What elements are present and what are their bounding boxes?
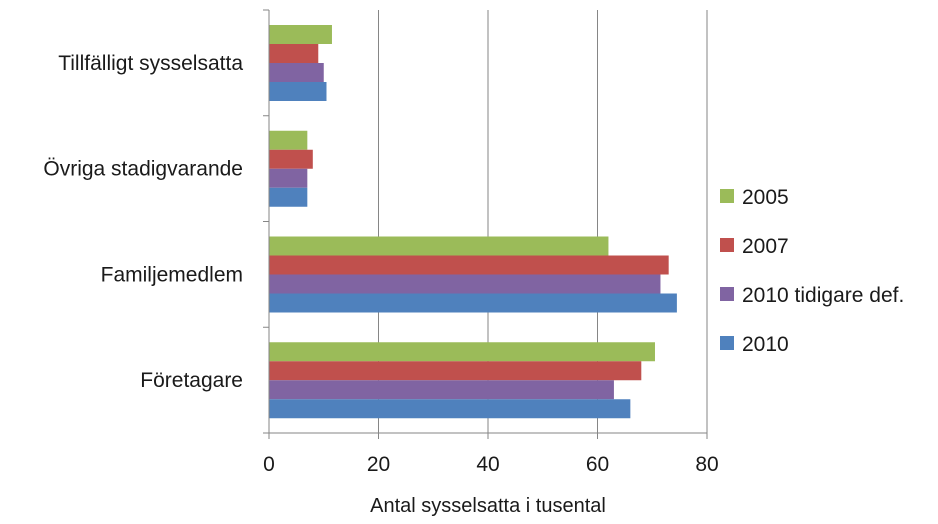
bar-2010-tidigare-def.-2 [269,274,661,294]
legend-label: 2005 [742,186,789,209]
bar-2005-3 [269,342,655,362]
x-tick-label: 60 [586,453,609,476]
bar-2007-1 [269,149,313,169]
category-label: Tillfälligt sysselsatta [58,52,243,75]
legend: 2005 2007 2010 tidigare def. 2010 [720,186,904,356]
legend-swatch [720,189,734,203]
bar-2010-2 [269,293,677,313]
category-labels: Tillfälligt sysselsatta Övriga stadigvara… [43,52,243,392]
x-axis-title: Antal sysselsatta i tusental [370,495,606,517]
x-tick-label: 80 [695,453,718,476]
x-tick-label: 0 [263,453,275,476]
bar-2010-tidigare-def.-3 [269,380,614,400]
bar-2007-2 [269,255,669,275]
bar-2010-tidigare-def.-0 [269,63,324,82]
bar-2005-1 [269,130,308,150]
x-tick-label: 20 [367,453,390,476]
bar-2010-tidigare-def.-1 [269,168,308,188]
bar-2007-0 [269,44,319,63]
category-label: Familjemedlem [101,263,243,286]
legend-label: 2010 tidigare def. [742,284,904,307]
category-label: Övriga stadigvarande [43,158,243,181]
bar-2005-0 [269,25,332,44]
bar-2007-3 [269,361,642,381]
legend-label: 2010 [742,333,789,356]
tick-labels: 0 20 40 60 80 [263,453,719,476]
bars [269,25,677,419]
bar-2010-0 [269,82,327,101]
axes [263,9,708,439]
legend-swatch [720,287,734,301]
bar-2010-3 [269,399,631,419]
bar-2010-1 [269,187,308,207]
x-tick-label: 40 [476,453,499,476]
legend-swatch [720,238,734,252]
bar-2005-2 [269,236,609,256]
legend-swatch [720,336,734,350]
category-label: Företagare [140,369,243,392]
legend-label: 2007 [742,235,789,258]
